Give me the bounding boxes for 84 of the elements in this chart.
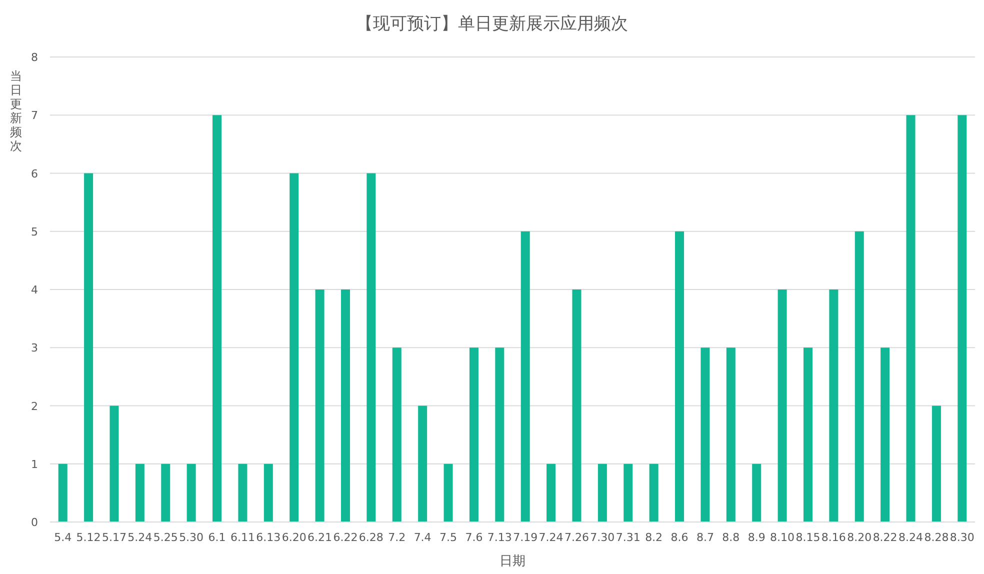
y-axis-title: 当日更新频次 [10,69,22,153]
x-tick-label: 6.13 [256,531,281,544]
y-tick-label: 8 [31,51,38,64]
x-tick-label: 8.9 [748,531,766,544]
x-tick-label: 5.25 [153,531,178,544]
x-tick-label: 8.28 [924,531,949,544]
x-tick-label: 8.6 [670,531,688,544]
x-tick-label: 6.11 [230,531,255,544]
bar [598,464,607,522]
bar [958,115,967,522]
bar [752,464,762,522]
x-tick-label: 6.20 [282,531,306,544]
x-tick-label: 5.12 [76,531,101,544]
chart-title: 【现可预订】单日更新展示应用频次 [356,14,628,34]
bar [58,464,68,522]
x-tick-label: 8.8 [722,531,740,544]
bar [649,464,658,522]
x-tick-label: 7.5 [440,531,458,544]
x-tick-label: 8.10 [770,531,795,544]
bar [418,406,428,522]
y-tick-label: 4 [31,284,38,296]
x-tick-label: 7.13 [487,531,512,544]
bar [624,464,633,522]
x-tick-label: 8.22 [872,531,898,544]
bar [572,290,582,522]
bar [264,464,273,522]
bar [726,348,736,522]
bar [469,348,478,522]
bar [186,464,196,522]
bar [135,464,144,522]
bar [778,290,787,522]
x-tick-label: 7.2 [388,531,406,544]
y-tick-label: 1 [31,458,38,471]
x-tick-label: 8.20 [847,531,872,544]
bar [932,406,941,522]
x-tick-label: 6.21 [308,531,332,544]
bar [829,290,838,522]
x-tick-label: 7.19 [513,531,538,544]
bar [520,231,530,522]
bar [546,464,556,522]
bar [495,348,504,522]
x-tick-label: 8.24 [898,531,924,544]
bar [366,173,376,522]
bar [392,348,402,522]
bar [444,464,453,522]
y-tick-label: 2 [31,400,38,413]
x-tick-label: 6.1 [208,531,226,544]
x-tick-label: 7.6 [465,531,483,544]
bar [238,464,248,522]
x-tick-label: 6.28 [358,531,384,544]
bar [212,115,222,522]
x-tick-label: 6.22 [333,531,358,544]
x-tick-label: 8.15 [796,531,820,544]
y-tick-label: 5 [31,225,38,238]
bar [854,231,864,522]
y-tick-label: 0 [31,516,38,529]
x-tick-label: 5.17 [102,531,126,544]
bar [880,348,890,522]
x-tick-label: 8.30 [950,531,974,544]
x-tick-label: 7.26 [564,531,589,544]
x-tick-label: 8.7 [696,531,714,544]
y-tick-label: 6 [31,167,38,180]
bar [675,231,684,522]
x-tick-label: 5.30 [179,531,204,544]
bar [315,290,324,522]
bar [110,406,119,522]
y-tick-label: 3 [31,342,38,355]
x-tick-label: 5.4 [54,531,72,544]
bar [161,464,170,522]
bar [803,348,812,522]
bar [290,173,299,522]
x-tick-label: 8.2 [645,531,663,544]
x-tick-label: 5.24 [128,531,152,544]
x-axis-title: 日期 [500,554,526,569]
bar [906,115,916,522]
x-tick-label: 7.24 [538,531,564,544]
x-tick-label: 7.4 [414,531,432,544]
x-tick-label: 7.31 [616,531,640,544]
bar [84,173,94,522]
bar [700,348,710,522]
y-tick-label: 7 [31,109,38,122]
bar [340,290,350,522]
x-tick-label: 8.16 [821,531,846,544]
x-tick-label: 7.30 [590,531,615,544]
